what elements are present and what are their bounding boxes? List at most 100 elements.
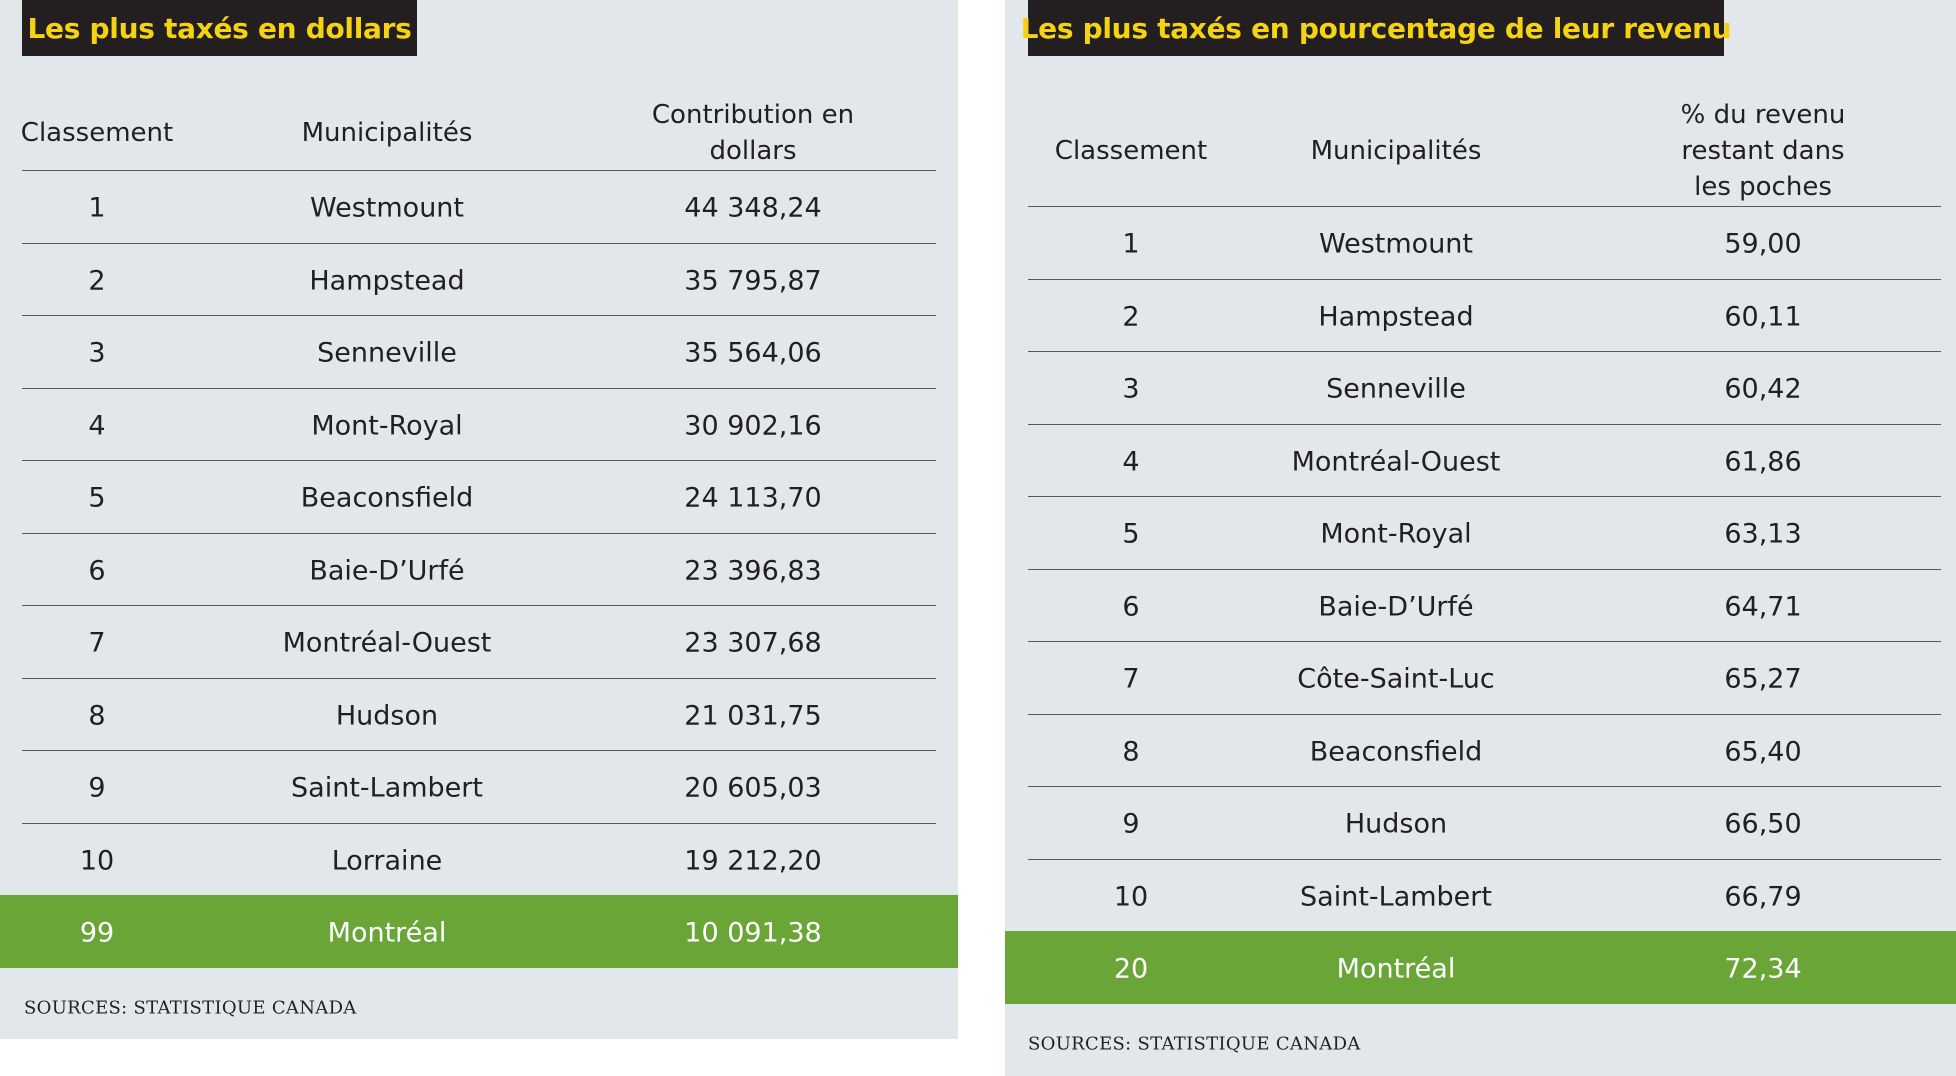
- table-cell: Hampstead: [1318, 301, 1474, 333]
- row-rule: [22, 242, 936, 244]
- table-cell: Saint-Lambert: [1300, 881, 1492, 913]
- row-rule: [1028, 496, 1941, 497]
- row-rule: [1028, 351, 1941, 352]
- table-cell: Hampstead: [309, 265, 465, 297]
- table-cell: Mont-Royal: [311, 410, 463, 442]
- table-cell: Beaconsfield: [1309, 736, 1483, 768]
- table-cell: 7: [88, 627, 106, 659]
- row-rule: [1028, 278, 1941, 280]
- table-cell: Montréal-Ouest: [1291, 446, 1501, 478]
- highlight-cell: 99: [79, 917, 115, 949]
- highlight-cell: 20: [1113, 953, 1149, 985]
- table-cell: 8: [88, 700, 106, 732]
- table-cell: 2: [88, 265, 106, 297]
- table-cell: 6: [1122, 591, 1140, 623]
- table-cell: Saint-Lambert: [291, 772, 483, 804]
- table-cell: Senneville: [1326, 373, 1466, 405]
- row-rule: [1028, 568, 1941, 570]
- table-cell: 66,50: [1724, 808, 1802, 840]
- highlight-cell: Montréal: [1336, 953, 1456, 985]
- table-cell: 6: [88, 555, 106, 587]
- table-panel: Les plus taxés en dollars Classement Munic…: [0, 0, 958, 1039]
- table-cell: Hudson: [335, 700, 439, 732]
- row-rule: [22, 387, 936, 389]
- table-cell: 1: [88, 192, 106, 224]
- row-rule: [22, 750, 936, 751]
- table-cell: 1: [1122, 228, 1140, 260]
- table-cell: Montréal-Ouest: [282, 627, 492, 659]
- table-cell: 66,79: [1724, 881, 1802, 913]
- table-panel: Les plus taxés en pourcentage de leur re…: [1005, 0, 1956, 1076]
- table-cell: 4: [88, 410, 106, 442]
- table-cell: 7: [1122, 663, 1140, 695]
- column-header: % du revenu restant dans les poches: [1680, 100, 1846, 202]
- table-cell: 35 564,06: [684, 337, 822, 369]
- table-cell: 65,27: [1724, 663, 1802, 695]
- column-header: Classement: [1054, 136, 1208, 166]
- table-cell: Baie-D’Urfé: [1318, 591, 1474, 623]
- table-title: Les plus taxés en pourcentage de leur re…: [1021, 0, 1732, 56]
- row-rule: [1028, 423, 1941, 425]
- table-cell: Beaconsfield: [300, 482, 474, 514]
- table-cell: 10: [1113, 881, 1149, 913]
- table-cell: 59,00: [1724, 228, 1802, 260]
- table-cell: Lorraine: [331, 845, 443, 877]
- row-rule: [1028, 641, 1941, 642]
- row-rule: [22, 315, 936, 316]
- table-cell: 19 212,20: [684, 845, 822, 877]
- table-cell: Côte-Saint-Luc: [1297, 663, 1495, 695]
- row-rule: [22, 532, 936, 534]
- table-cell: 20 605,03: [684, 772, 822, 804]
- table-cell: 63,13: [1724, 518, 1802, 550]
- column-header: Classement: [20, 118, 174, 148]
- table-cell: 9: [88, 772, 106, 804]
- header-rule: [22, 170, 936, 171]
- highlight-cell: 72,34: [1724, 953, 1802, 985]
- row-rule: [1028, 713, 1941, 715]
- table-cell: Baie-D’Urfé: [309, 555, 465, 587]
- table-title: Les plus taxés en dollars: [22, 0, 417, 56]
- table-cell: Mont-Royal: [1320, 518, 1472, 550]
- table-cell: 61,86: [1724, 446, 1802, 478]
- row-rule: [1028, 786, 1941, 787]
- table-cell: 5: [1122, 518, 1140, 550]
- row-rule: [22, 677, 936, 679]
- table-cell: 60,42: [1724, 373, 1802, 405]
- table-cell: Senneville: [317, 337, 457, 369]
- table-cell: Westmount: [1318, 228, 1474, 260]
- table-cell: 8: [1122, 736, 1140, 768]
- table-cell: Westmount: [309, 192, 465, 224]
- table-cell: 64,71: [1724, 591, 1802, 623]
- table-cell: Hudson: [1344, 808, 1448, 840]
- row-rule: [22, 460, 936, 461]
- table-cell: 9: [1122, 808, 1140, 840]
- table-cell: 5: [88, 482, 106, 514]
- table-cell: 3: [88, 337, 106, 369]
- header-rule: [1028, 206, 1941, 207]
- highlight-row: [1005, 931, 1956, 1004]
- table-cell: 21 031,75: [684, 700, 822, 732]
- row-rule: [1028, 858, 1941, 860]
- table-cell: 60,11: [1724, 301, 1802, 333]
- table-cell: 24 113,70: [684, 482, 822, 514]
- table-cell: 35 795,87: [684, 265, 822, 297]
- column-header: Municipalités: [301, 118, 473, 148]
- row-rule: [22, 822, 936, 824]
- highlight-row: [0, 895, 958, 968]
- highlight-cell: Montréal: [327, 917, 447, 949]
- table-cell: 3: [1122, 373, 1140, 405]
- source-note: SOURCES: STATISTIQUE CANADA: [1028, 1033, 1361, 1055]
- table-cell: 23 396,83: [684, 555, 822, 587]
- highlight-cell: 10 091,38: [684, 917, 822, 949]
- table-cell: 2: [1122, 301, 1140, 333]
- table-cell: 30 902,16: [684, 410, 822, 442]
- row-rule: [22, 605, 936, 606]
- table-cell: 10: [79, 845, 115, 877]
- table-cell: 44 348,24: [684, 192, 822, 224]
- table-cell: 4: [1122, 446, 1140, 478]
- table-cell: 23 307,68: [684, 627, 822, 659]
- column-header: Contribution en dollars: [651, 100, 855, 166]
- source-note: SOURCES: STATISTIQUE CANADA: [24, 997, 357, 1019]
- column-header: Municipalités: [1310, 136, 1482, 166]
